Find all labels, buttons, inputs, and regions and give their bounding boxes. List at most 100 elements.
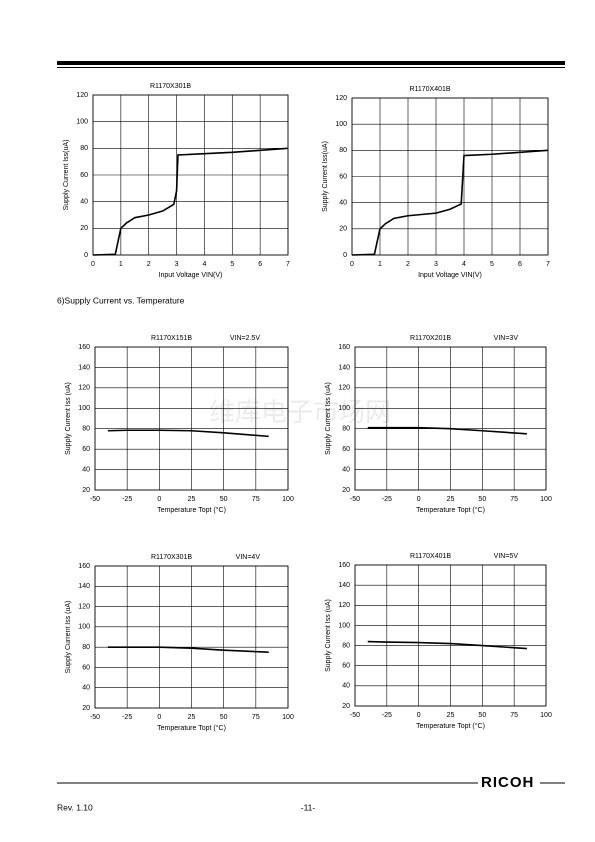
- x-tick-label: 100: [282, 714, 294, 721]
- y-tick-label: 120: [335, 95, 347, 102]
- plot-frame: [351, 97, 549, 256]
- y-tick-label: 80: [82, 644, 90, 651]
- x-tick-label: 0: [417, 712, 421, 719]
- y-axis-label: Supply Current Iss (uA): [325, 599, 332, 672]
- plot-frame: [94, 565, 289, 709]
- y-tick-label: 100: [76, 119, 88, 126]
- annotation: VIN=2.5V: [230, 335, 260, 342]
- chart-title: R1170X401B: [409, 86, 450, 93]
- logo: RICOH: [481, 774, 534, 791]
- y-tick-label: 140: [338, 364, 350, 371]
- x-tick-label: 75: [252, 714, 260, 721]
- y-axis-label: Supply Current Iss(uA): [322, 141, 329, 212]
- y-tick-label: 160: [78, 344, 90, 351]
- x-tick-label: -25: [122, 714, 132, 721]
- y-tick-label: 120: [338, 602, 350, 609]
- x-tick-label: -50: [350, 496, 360, 503]
- y-tick-label: 80: [342, 642, 350, 649]
- y-tick-label: 60: [342, 663, 350, 670]
- x-tick-label: 1: [378, 261, 382, 268]
- y-tick-label: 60: [342, 446, 350, 453]
- y-tick-label: 40: [80, 199, 88, 206]
- y-tick-label: 140: [338, 582, 350, 589]
- y-tick-label: 100: [78, 405, 90, 412]
- revision: Rev. 1.10: [57, 802, 93, 812]
- y-tick-label: 20: [82, 705, 90, 712]
- x-tick-label: 100: [282, 496, 294, 503]
- y-tick-label: 120: [76, 92, 88, 99]
- page-number: -11-: [301, 802, 316, 812]
- x-tick-label: 50: [478, 712, 486, 719]
- y-tick-label: 20: [80, 225, 88, 232]
- y-tick-label: 120: [338, 385, 350, 392]
- chart-title: R1170X301B: [151, 554, 192, 561]
- x-tick-label: 2: [147, 261, 151, 268]
- section-heading: 6)Supply Current vs. Temperature: [57, 295, 185, 305]
- x-axis-label: Input Voltage VIN(V): [418, 272, 482, 279]
- x-tick-label: 25: [447, 496, 455, 503]
- y-tick-label: 160: [78, 563, 90, 570]
- header-rule-thin: [57, 67, 565, 68]
- data-line: [92, 147, 289, 256]
- x-tick-label: 25: [447, 712, 455, 719]
- x-tick-label: 5: [230, 261, 234, 268]
- x-tick-label: 0: [350, 261, 354, 268]
- y-tick-label: 80: [339, 147, 347, 154]
- annotation: VIN=4V: [236, 554, 261, 561]
- y-tick-label: 0: [343, 252, 347, 259]
- x-axis-label: Temperature Topt (°C): [416, 722, 485, 730]
- y-tick-label: 100: [78, 624, 90, 631]
- x-tick-label: 75: [252, 496, 260, 503]
- chart-title: R1170X301B: [150, 83, 191, 90]
- y-tick-label: 0: [84, 252, 88, 259]
- data-line: [351, 149, 549, 256]
- x-tick-label: -50: [350, 712, 360, 719]
- y-tick-label: 120: [78, 603, 90, 610]
- plot-frame: [94, 346, 289, 491]
- x-tick-label: 0: [157, 496, 161, 503]
- y-tick-label: 60: [80, 172, 88, 179]
- y-tick-label: 80: [342, 426, 350, 433]
- x-tick-label: 2: [406, 261, 410, 268]
- x-tick-label: -25: [122, 496, 132, 503]
- y-tick-label: 60: [339, 173, 347, 180]
- x-tick-label: 0: [157, 714, 161, 721]
- y-tick-label: 40: [342, 683, 350, 690]
- x-tick-label: 75: [510, 712, 518, 719]
- y-tick-label: 120: [78, 385, 90, 392]
- plot-frame: [354, 564, 547, 707]
- y-tick-label: 20: [82, 487, 90, 494]
- x-tick-label: 0: [91, 261, 95, 268]
- x-tick-label: -25: [382, 496, 392, 503]
- x-tick-label: 50: [478, 496, 486, 503]
- x-tick-label: 6: [258, 261, 262, 268]
- annotation: VIN=5V: [494, 553, 519, 560]
- y-axis-label: Supply Current Iss(uA): [63, 140, 70, 211]
- y-tick-label: 20: [342, 487, 350, 494]
- x-tick-label: 3: [434, 261, 438, 268]
- plot-frame: [92, 94, 289, 256]
- y-axis-label: Supply Current Iss (uA): [65, 601, 72, 674]
- data-line: [107, 429, 269, 438]
- y-tick-label: 100: [335, 121, 347, 128]
- y-tick-label: 140: [78, 583, 90, 590]
- x-tick-label: 1: [119, 261, 123, 268]
- x-axis-label: Input Voltage VIN(V): [159, 272, 223, 279]
- y-tick-label: 40: [82, 466, 90, 473]
- y-tick-label: 100: [338, 622, 350, 629]
- x-tick-label: -50: [90, 496, 100, 503]
- y-tick-label: 60: [82, 446, 90, 453]
- y-axis-label: Supply Current Iss (uA): [325, 382, 332, 455]
- chart-title: R1170X201B: [410, 335, 451, 342]
- y-tick-label: 40: [339, 200, 347, 207]
- x-tick-label: 4: [462, 261, 466, 268]
- x-tick-label: 50: [220, 496, 228, 503]
- data-line: [367, 640, 527, 650]
- annotation: VIN=3V: [494, 335, 519, 342]
- chart-title: R1170X401B: [410, 553, 451, 560]
- chart-title: R1170X151B: [151, 335, 192, 342]
- plot-frame: [354, 346, 547, 491]
- data-line: [107, 646, 269, 654]
